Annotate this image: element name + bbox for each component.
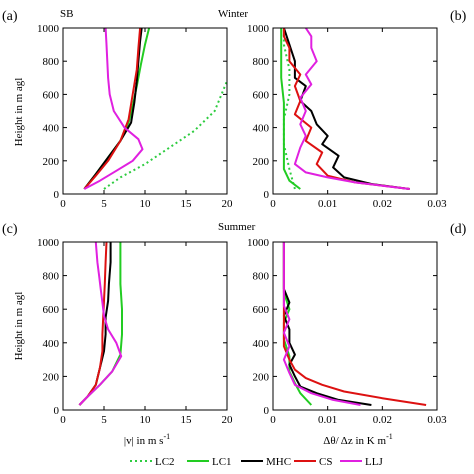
xlabel-right-sup: -1	[386, 432, 393, 441]
plot-frame-d	[272, 241, 438, 411]
ytick-label-a: 600	[43, 89, 60, 101]
ytick-label-d: 200	[253, 371, 270, 383]
ytick-label-b: 1000	[247, 23, 270, 35]
panel-letter-d: (d)	[450, 222, 467, 237]
ytick-label-b: 0	[264, 189, 270, 201]
ytick-label-d: 400	[253, 338, 270, 350]
series-mhc-d	[282, 242, 372, 406]
xtick-label-c: 20	[222, 414, 234, 426]
series-cs-d	[282, 242, 427, 406]
ytick-label-a: 200	[43, 156, 60, 168]
ytick-label-c: 1000	[37, 237, 60, 249]
ytick-label-b: 400	[253, 123, 270, 135]
ytick-label-d: 1000	[247, 237, 270, 249]
panel-d: 0 0.01 0.02 0.03 0 200 400 600 800 1000	[247, 237, 447, 426]
panel-letter-c: (c)	[2, 222, 18, 237]
ytick-label-d: 0	[264, 405, 270, 417]
series-lc1-b	[280, 28, 301, 190]
ytick-label-c: 0	[54, 405, 60, 417]
xtick-label-a: 5	[101, 198, 107, 210]
series-cs-c	[78, 241, 108, 406]
xtick-label-c: 5	[101, 414, 107, 426]
xtick-label-a: 10	[140, 198, 152, 210]
panel-letter-a: (a)	[2, 9, 18, 24]
ytick-label-d: 600	[253, 304, 270, 316]
xtick-label-c: 10	[140, 414, 152, 426]
panel-b: 0 0.01 0.02 0.03 0 200 400 600 800 1000	[247, 23, 447, 210]
panel-letter-b: (b)	[450, 9, 467, 24]
winter-title: Winter	[218, 8, 248, 20]
series-mhc-a	[83, 27, 143, 190]
sb-label: SB	[60, 8, 73, 20]
legend-label-cs: CS	[319, 456, 332, 468]
ytick-label-a: 400	[43, 123, 60, 135]
series-llj-c	[78, 241, 123, 406]
xtick-label-a: 0	[60, 198, 66, 210]
legend-label-mhc: MHC	[266, 456, 291, 468]
ytick-label-d: 800	[253, 271, 270, 283]
ytick-label-c: 400	[43, 338, 60, 350]
series-lc1-c	[78, 242, 123, 406]
xtick-label-d: 0.02	[373, 414, 392, 426]
series-llj-a	[83, 27, 144, 190]
xlabel-left: |v| in m s-1	[124, 432, 170, 447]
series-lc2-a	[103, 80, 228, 190]
series-llj-d	[282, 242, 361, 406]
xtick-label-b: 0	[270, 198, 276, 210]
legend-label-lc1: LC1	[212, 456, 232, 468]
plot-frame-c	[62, 241, 228, 411]
xtick-label-a: 20	[222, 198, 234, 210]
legend-label-llj: LLJ	[365, 456, 383, 468]
xtick-label-b: 0.01	[318, 198, 337, 210]
ytick-label-b: 600	[253, 89, 270, 101]
xlabel-left-sup: -1	[163, 432, 170, 441]
ytick-label-b: 800	[253, 56, 270, 68]
ylabel-bottom: Height in m agl	[13, 292, 25, 361]
series-cs-b	[282, 28, 410, 190]
ytick-label-b: 200	[253, 156, 270, 168]
xlabel-right: Δθ/ Δz in K m-1	[323, 432, 392, 447]
xtick-label-a: 15	[181, 198, 193, 210]
xtick-label-d: 0	[270, 414, 276, 426]
xlabel-left-main: |v| in m s	[124, 435, 164, 447]
ytick-label-a: 800	[43, 56, 60, 68]
ytick-label-c: 600	[43, 304, 60, 316]
xtick-label-c: 15	[181, 414, 193, 426]
ytick-label-a: 1000	[37, 23, 60, 35]
ylabel-top: Height in m agl	[13, 78, 25, 147]
xtick-label-b: 0.02	[373, 198, 392, 210]
xtick-label-d: 0.03	[427, 414, 447, 426]
xtick-label-b: 0.03	[427, 198, 447, 210]
xtick-label-d: 0.01	[318, 414, 337, 426]
ytick-label-c: 200	[43, 371, 60, 383]
plot-frame-b	[272, 27, 438, 195]
xlabel-right-main: Δθ/ Δz in K m	[323, 435, 386, 447]
legend: LC2 LC1 MHC CS LLJ	[130, 456, 383, 468]
series-cs-a	[83, 27, 142, 190]
legend-label-lc2: LC2	[155, 456, 175, 468]
ytick-label-c: 800	[43, 271, 60, 283]
series-mhc-b	[282, 27, 410, 190]
series-llj-b	[293, 27, 410, 190]
plot-frame-a	[62, 27, 228, 195]
xtick-label-c: 0	[60, 414, 66, 426]
ytick-label-a: 0	[54, 189, 60, 201]
summer-title: Summer	[218, 221, 256, 233]
